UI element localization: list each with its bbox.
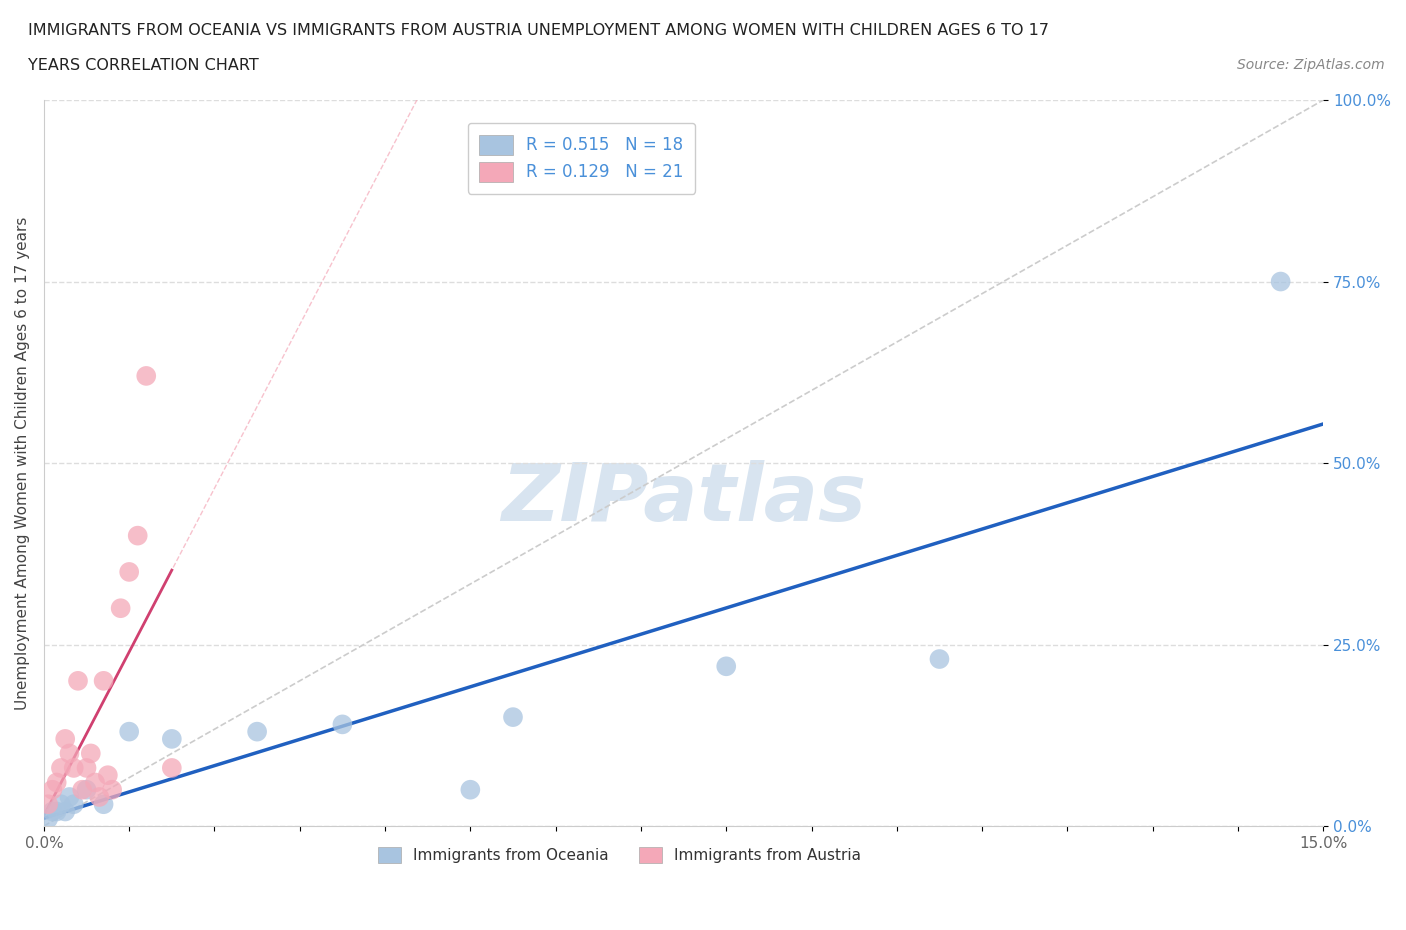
Point xyxy=(58,790,80,804)
Point xyxy=(135,368,157,383)
Point xyxy=(66,673,89,688)
Point xyxy=(76,761,98,776)
Point xyxy=(89,790,111,804)
Point xyxy=(53,732,76,747)
Point xyxy=(110,601,132,616)
Point xyxy=(118,724,141,739)
Point xyxy=(41,804,63,819)
Point xyxy=(58,746,80,761)
Point xyxy=(41,782,63,797)
Point xyxy=(62,761,84,776)
Point xyxy=(127,528,149,543)
Point xyxy=(49,797,72,812)
Text: IMMIGRANTS FROM OCEANIA VS IMMIGRANTS FROM AUSTRIA UNEMPLOYMENT AMONG WOMEN WITH: IMMIGRANTS FROM OCEANIA VS IMMIGRANTS FR… xyxy=(28,23,1049,38)
Text: ZIPatlas: ZIPatlas xyxy=(501,460,866,538)
Point xyxy=(502,710,524,724)
Point xyxy=(93,797,115,812)
Point xyxy=(332,717,354,732)
Point xyxy=(37,797,59,812)
Legend: Immigrants from Oceania, Immigrants from Austria: Immigrants from Oceania, Immigrants from… xyxy=(371,841,868,870)
Point xyxy=(72,782,94,797)
Point xyxy=(460,782,482,797)
Point xyxy=(928,652,950,667)
Point xyxy=(45,804,67,819)
Point xyxy=(118,565,141,579)
Point xyxy=(1270,274,1292,289)
Point xyxy=(160,732,183,747)
Y-axis label: Unemployment Among Women with Children Ages 6 to 17 years: Unemployment Among Women with Children A… xyxy=(15,217,30,710)
Point xyxy=(80,746,103,761)
Point xyxy=(49,761,72,776)
Point xyxy=(53,804,76,819)
Point xyxy=(93,673,115,688)
Point xyxy=(84,775,107,790)
Text: Source: ZipAtlas.com: Source: ZipAtlas.com xyxy=(1237,58,1385,72)
Point xyxy=(246,724,269,739)
Point xyxy=(160,761,183,776)
Point xyxy=(716,658,738,673)
Point xyxy=(45,775,67,790)
Point xyxy=(37,811,59,826)
Point xyxy=(101,782,124,797)
Point xyxy=(62,797,84,812)
Text: YEARS CORRELATION CHART: YEARS CORRELATION CHART xyxy=(28,58,259,73)
Point xyxy=(76,782,98,797)
Point xyxy=(97,768,120,783)
